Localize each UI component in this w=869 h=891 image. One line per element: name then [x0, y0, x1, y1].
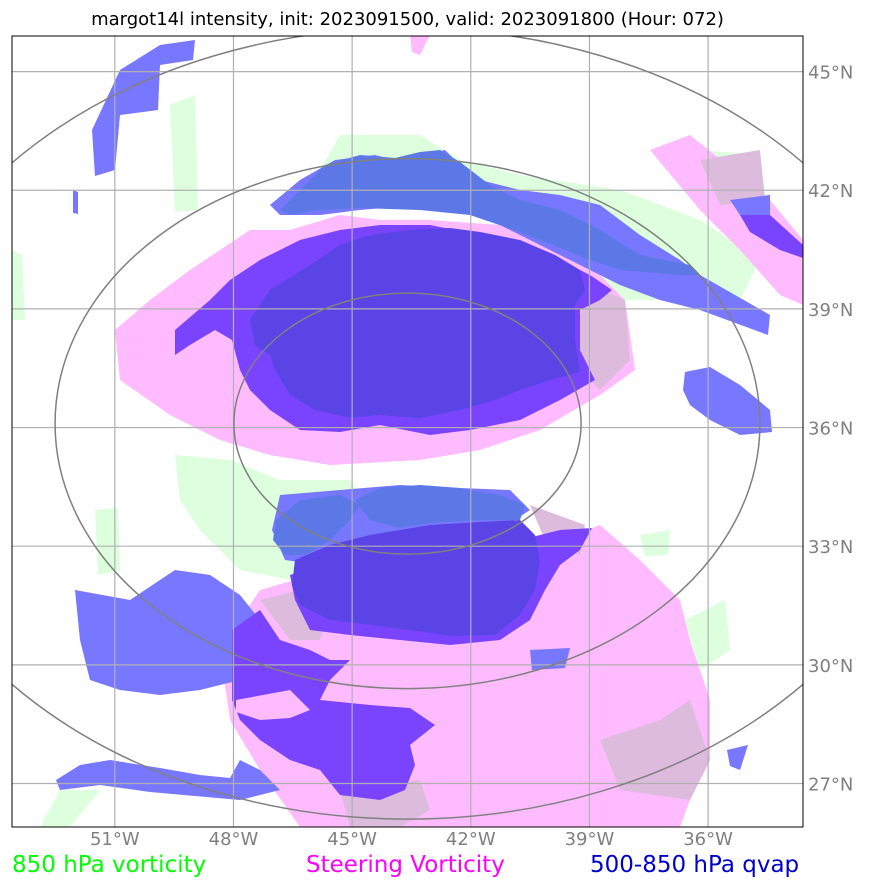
- range-ring: [54, 157, 761, 690]
- longitude-tick-label: 39°W: [565, 829, 615, 850]
- longitude-tick-label: 42°W: [446, 829, 496, 850]
- longitude-tick-label: 45°W: [327, 829, 377, 850]
- range-ring: [233, 292, 582, 555]
- chart-title: margot14l intensity, init: 2023091500, v…: [91, 9, 724, 30]
- longitude-labels: 51°W 48°W 45°W 42°W 39°W 36°W: [90, 829, 733, 850]
- legend-qvap: 500-850 hPa qvap: [590, 852, 800, 878]
- latitude-tick-label: 39°N: [808, 300, 853, 321]
- longitude-tick-label: 48°W: [209, 829, 259, 850]
- latitude-tick-label: 42°N: [808, 181, 853, 202]
- legend-steering-vorticity: Steering Vorticity: [306, 852, 505, 878]
- latitude-tick-label: 33°N: [808, 537, 853, 558]
- latitude-tick-label: 27°N: [808, 774, 853, 795]
- field-layers: [12, 36, 803, 827]
- latitude-tick-label: 30°N: [808, 656, 853, 677]
- longitude-tick-label: 51°W: [90, 829, 140, 850]
- range-rings: [12, 36, 803, 820]
- graticule: [12, 36, 803, 827]
- longitude-tick-label: 36°W: [683, 829, 733, 850]
- range-ring: [12, 36, 803, 820]
- legend-850-vorticity: 850 hPa vorticity: [12, 852, 207, 878]
- latitude-tick-label: 36°N: [808, 419, 853, 440]
- map-frame: [11, 35, 804, 828]
- latitude-labels: 45°N 42°N 39°N 36°N 33°N 30°N 27°N: [808, 63, 853, 796]
- overlap-layer: [250, 150, 700, 636]
- latitude-tick-label: 45°N: [808, 63, 853, 84]
